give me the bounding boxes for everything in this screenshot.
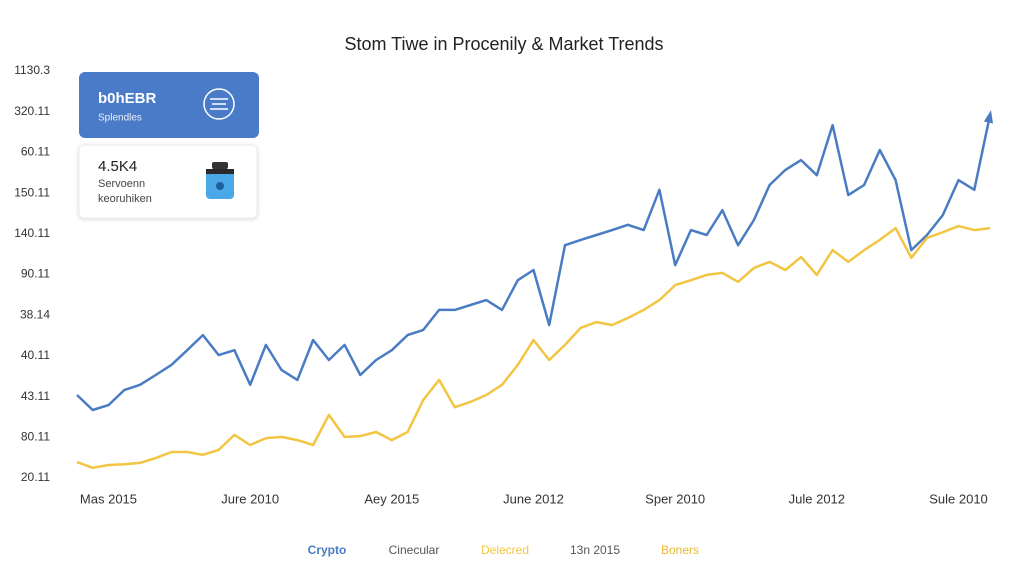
legend-label: 13n 2015 [570,543,620,557]
x-tick-label: Jule 2012 [789,491,845,506]
y-tick-label: 43.11 [21,389,50,403]
y-tick-label: 140.11 [14,226,50,240]
card-icon [206,162,234,199]
x-tick-label: Sper 2010 [645,491,705,506]
legend-label: Crypto [308,543,347,557]
x-tick-label: Sule 2010 [929,491,988,506]
chart-title: Stom Tiwe in Procenily & Market Trends [344,34,663,54]
card-text: Servoenn [98,178,145,190]
plot-area: 20.11 80.11 43.11 40.11 38.14 90.11 140.11 150.… [14,63,993,557]
card: b0hEBR Splendles [79,72,259,138]
y-tick-label: 90.11 [21,267,50,281]
card-background [79,72,259,138]
y-tick-label: 320.11 [14,104,50,118]
y-tick-label: 150.11 [14,185,50,199]
data-line [76,224,991,470]
card-title: b0hEBR [98,90,157,107]
y-tick-label: 1130.3 [14,63,50,77]
y-tick-label: 40.11 [21,348,50,362]
x-tick-label: June 2012 [503,491,564,506]
y-tick-label: 38.14 [20,307,50,321]
card-text: keoruhiken [98,193,152,205]
arrow-head [983,110,993,124]
y-tick-label: 20.11 [21,470,50,484]
x-tick-label: Mas 2015 [80,491,137,506]
card-title: 4.5K4 [98,158,137,175]
card-icon [203,88,235,120]
x-tick-label: Aey 2015 [364,491,419,506]
card: 4.5K4 Servoenn keoruhiken [78,144,258,219]
legend-label: Boners [661,543,699,557]
data-line [76,114,992,412]
legend-label: Cinecular [389,543,440,557]
y-tick-label: 80.11 [21,429,50,443]
y-tick-label: 60.11 [21,145,50,159]
x-tick-label: Jure 2010 [221,491,279,506]
card-text: Splendles [98,113,142,124]
legend-label: Delecred [481,543,529,557]
